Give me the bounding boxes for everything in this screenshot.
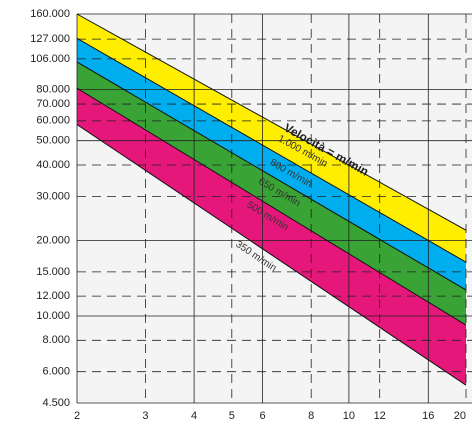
- x-tick-label: 16: [422, 410, 434, 422]
- x-tick-label: 2: [74, 410, 80, 422]
- y-tick-label: 80.000: [36, 83, 70, 95]
- y-tick-label: 15.000: [36, 266, 70, 278]
- boundary-line: [76, 13, 467, 231]
- y-tick-label: 4.500: [42, 397, 70, 409]
- x-tick-label: 5: [229, 410, 235, 422]
- x-tick-label: 3: [142, 410, 148, 422]
- band: [77, 88, 466, 386]
- band: [77, 38, 466, 290]
- y-tick-label: 50.000: [36, 135, 70, 147]
- y-tick-label: 70.000: [36, 98, 70, 110]
- y-tick-label: 127.000: [30, 33, 70, 45]
- y-tick-label: 6.000: [42, 366, 70, 378]
- y-tick-label: 20.000: [36, 234, 70, 246]
- boundary-line: [76, 124, 467, 386]
- x-tick-label: 4: [191, 410, 197, 422]
- y-tick-label: 10.000: [36, 310, 70, 322]
- y-tick-label: 30.000: [36, 190, 70, 202]
- y-tick-label: 12.000: [36, 290, 70, 302]
- y-tick-label: 160.000: [30, 8, 70, 20]
- x-tick-label: 12: [374, 410, 386, 422]
- band: [77, 14, 466, 263]
- x-tick-label: 8: [308, 410, 314, 422]
- boundary-line: [76, 87, 467, 326]
- y-tick-label: 60.000: [36, 115, 70, 127]
- y-tick-label: 106.000: [30, 53, 70, 65]
- y-tick-label: 8.000: [42, 334, 70, 346]
- x-tick-label: 10: [343, 410, 355, 422]
- boundary-line: [76, 37, 467, 263]
- y-tick-label: 40.000: [36, 159, 70, 171]
- band: [77, 61, 466, 326]
- x-tick-label: 20: [454, 410, 466, 422]
- boundary-line: [76, 61, 467, 291]
- x-tick-label: 6: [260, 410, 266, 422]
